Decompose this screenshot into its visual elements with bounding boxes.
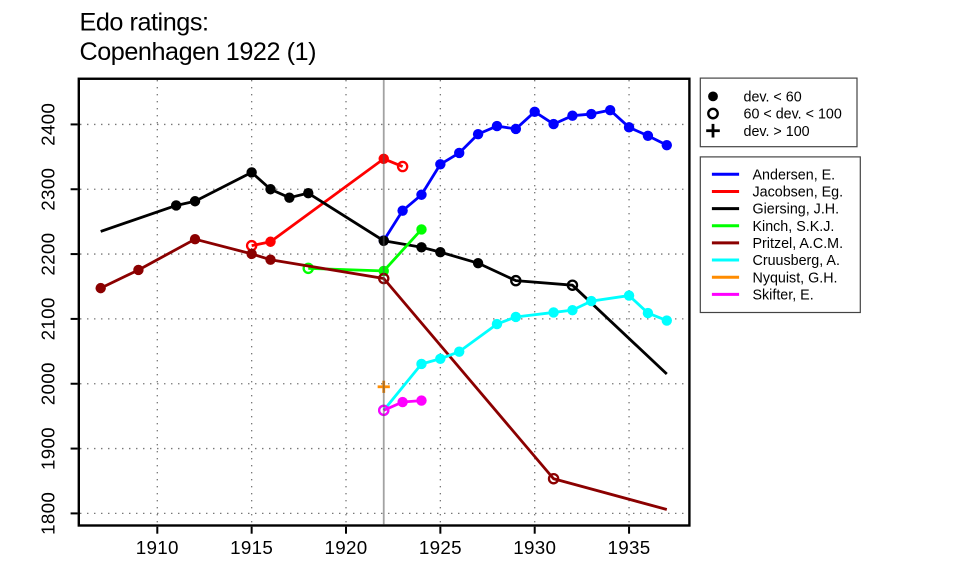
svg-text:Kinch, S.K.J.: Kinch, S.K.J. <box>753 219 835 235</box>
svg-text:Cruusberg, A.: Cruusberg, A. <box>753 253 840 269</box>
svg-text:Giersing, J.H.: Giersing, J.H. <box>753 202 840 218</box>
svg-text:dev. < 60: dev. < 60 <box>744 90 802 106</box>
svg-text:1920: 1920 <box>325 537 368 558</box>
svg-text:2000: 2000 <box>38 362 59 405</box>
svg-text:Edo ratings:: Edo ratings: <box>80 8 209 36</box>
svg-text:1910: 1910 <box>136 537 179 558</box>
svg-text:2100: 2100 <box>38 297 59 340</box>
svg-text:Copenhagen 1922 (1): Copenhagen 1922 (1) <box>80 38 317 66</box>
svg-text:1925: 1925 <box>419 537 462 558</box>
svg-text:2200: 2200 <box>38 233 59 276</box>
svg-text:2300: 2300 <box>38 168 59 211</box>
svg-text:1915: 1915 <box>230 537 273 558</box>
svg-text:1900: 1900 <box>38 427 59 470</box>
svg-text:dev. > 100: dev. > 100 <box>744 124 810 140</box>
svg-text:Nyquist, G.H.: Nyquist, G.H. <box>753 270 838 286</box>
svg-text:2400: 2400 <box>38 103 59 146</box>
svg-text:Skifter, E.: Skifter, E. <box>753 287 814 303</box>
svg-text:Pritzel, A.C.M.: Pritzel, A.C.M. <box>753 236 844 252</box>
svg-text:1935: 1935 <box>608 537 651 558</box>
svg-text:Andersen, E.: Andersen, E. <box>753 167 836 183</box>
svg-text:Jacobsen, Eg.: Jacobsen, Eg. <box>753 185 844 201</box>
svg-text:60 < dev. < 100: 60 < dev. < 100 <box>744 107 842 123</box>
svg-text:1930: 1930 <box>513 537 556 558</box>
svg-text:1800: 1800 <box>38 492 59 535</box>
